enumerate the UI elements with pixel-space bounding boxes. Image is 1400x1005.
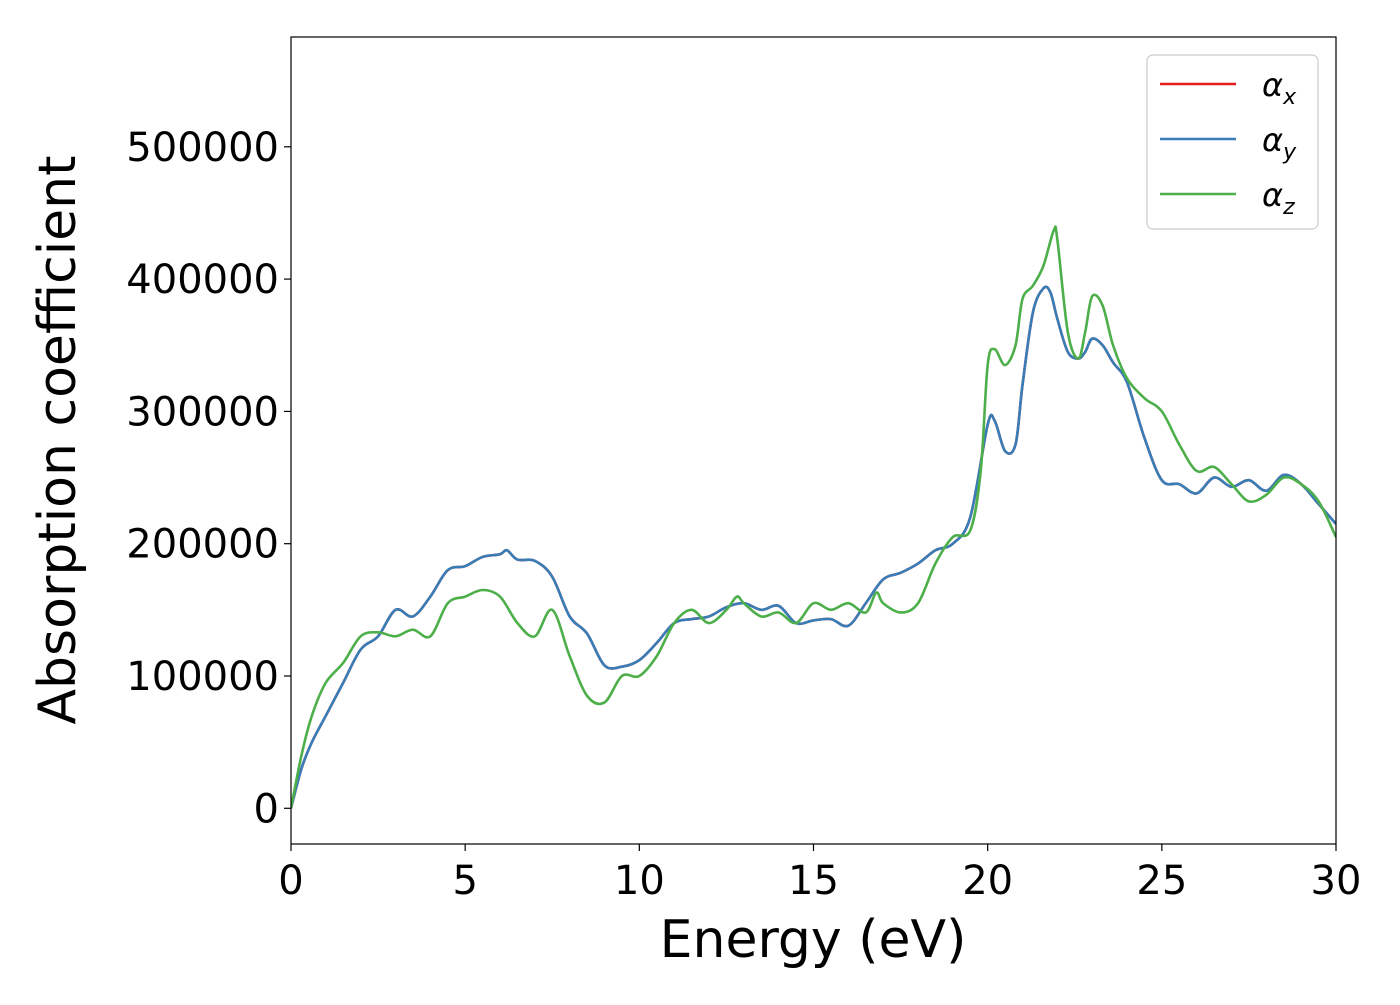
- series-line-3: [291, 225, 1336, 809]
- x-tick-label: 30: [1311, 858, 1362, 904]
- y-tick-label: 100000: [126, 654, 279, 700]
- y-axis: 0 100000 200000 300000 400000 500000: [126, 125, 291, 832]
- y-axis-title: Absorption coefficient: [28, 155, 88, 724]
- legend-box: [1146, 54, 1319, 230]
- y-tick-label: 200000: [126, 522, 279, 568]
- y-tick-label: 0: [254, 786, 279, 832]
- x-axis: 0 5 10 15 20 25 30: [278, 844, 1361, 904]
- series-layer: [291, 225, 1336, 809]
- y-tick-label: 400000: [126, 257, 279, 303]
- y-tick-label: 300000: [126, 389, 279, 435]
- x-tick-label: 20: [962, 858, 1013, 904]
- x-axis-title: Energy (eV): [660, 910, 967, 970]
- y-tick-label: 500000: [126, 125, 279, 171]
- x-tick-label: 15: [788, 858, 839, 904]
- series-line-2: [291, 285, 1336, 809]
- x-tick-label: 10: [614, 858, 665, 904]
- x-tick-label: 0: [278, 858, 303, 904]
- x-tick-label: 25: [1136, 858, 1187, 904]
- series-line-1: [291, 285, 1336, 809]
- legend-label: αz: [1262, 176, 1295, 220]
- x-tick-label: 5: [452, 858, 477, 904]
